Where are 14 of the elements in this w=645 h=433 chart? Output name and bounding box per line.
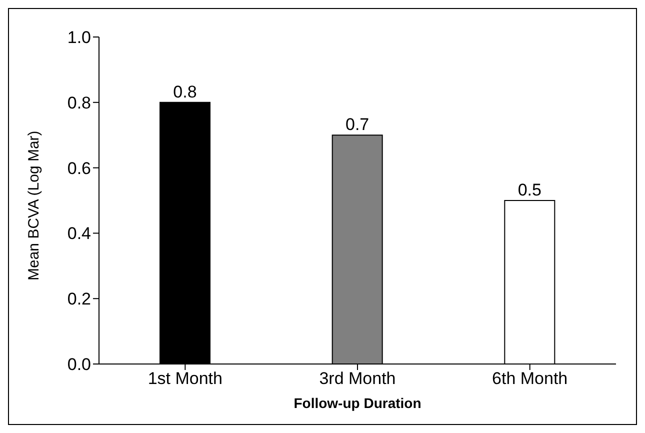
y-axis-title: Mean BCVA (Log Mar): [25, 130, 42, 280]
x-tick-label: 1st Month: [148, 369, 222, 388]
x-axis-title: Follow-up Duration: [294, 395, 422, 411]
x-tick-label: 3rd Month: [319, 369, 396, 388]
data-label: 0.8: [173, 82, 197, 102]
y-tick-label: 0.0: [67, 355, 91, 374]
y-tick-label: 1.0: [67, 28, 91, 48]
data-label: 0.7: [346, 115, 370, 134]
data-label: 0.5: [518, 180, 542, 200]
y-tick-label: 0.4: [67, 224, 91, 244]
x-tick-label: 6th Month: [492, 369, 568, 388]
y-tick-label: 0.6: [67, 158, 91, 178]
y-tick-label: 0.8: [67, 93, 91, 112]
y-tick-label: 0.2: [67, 290, 91, 309]
